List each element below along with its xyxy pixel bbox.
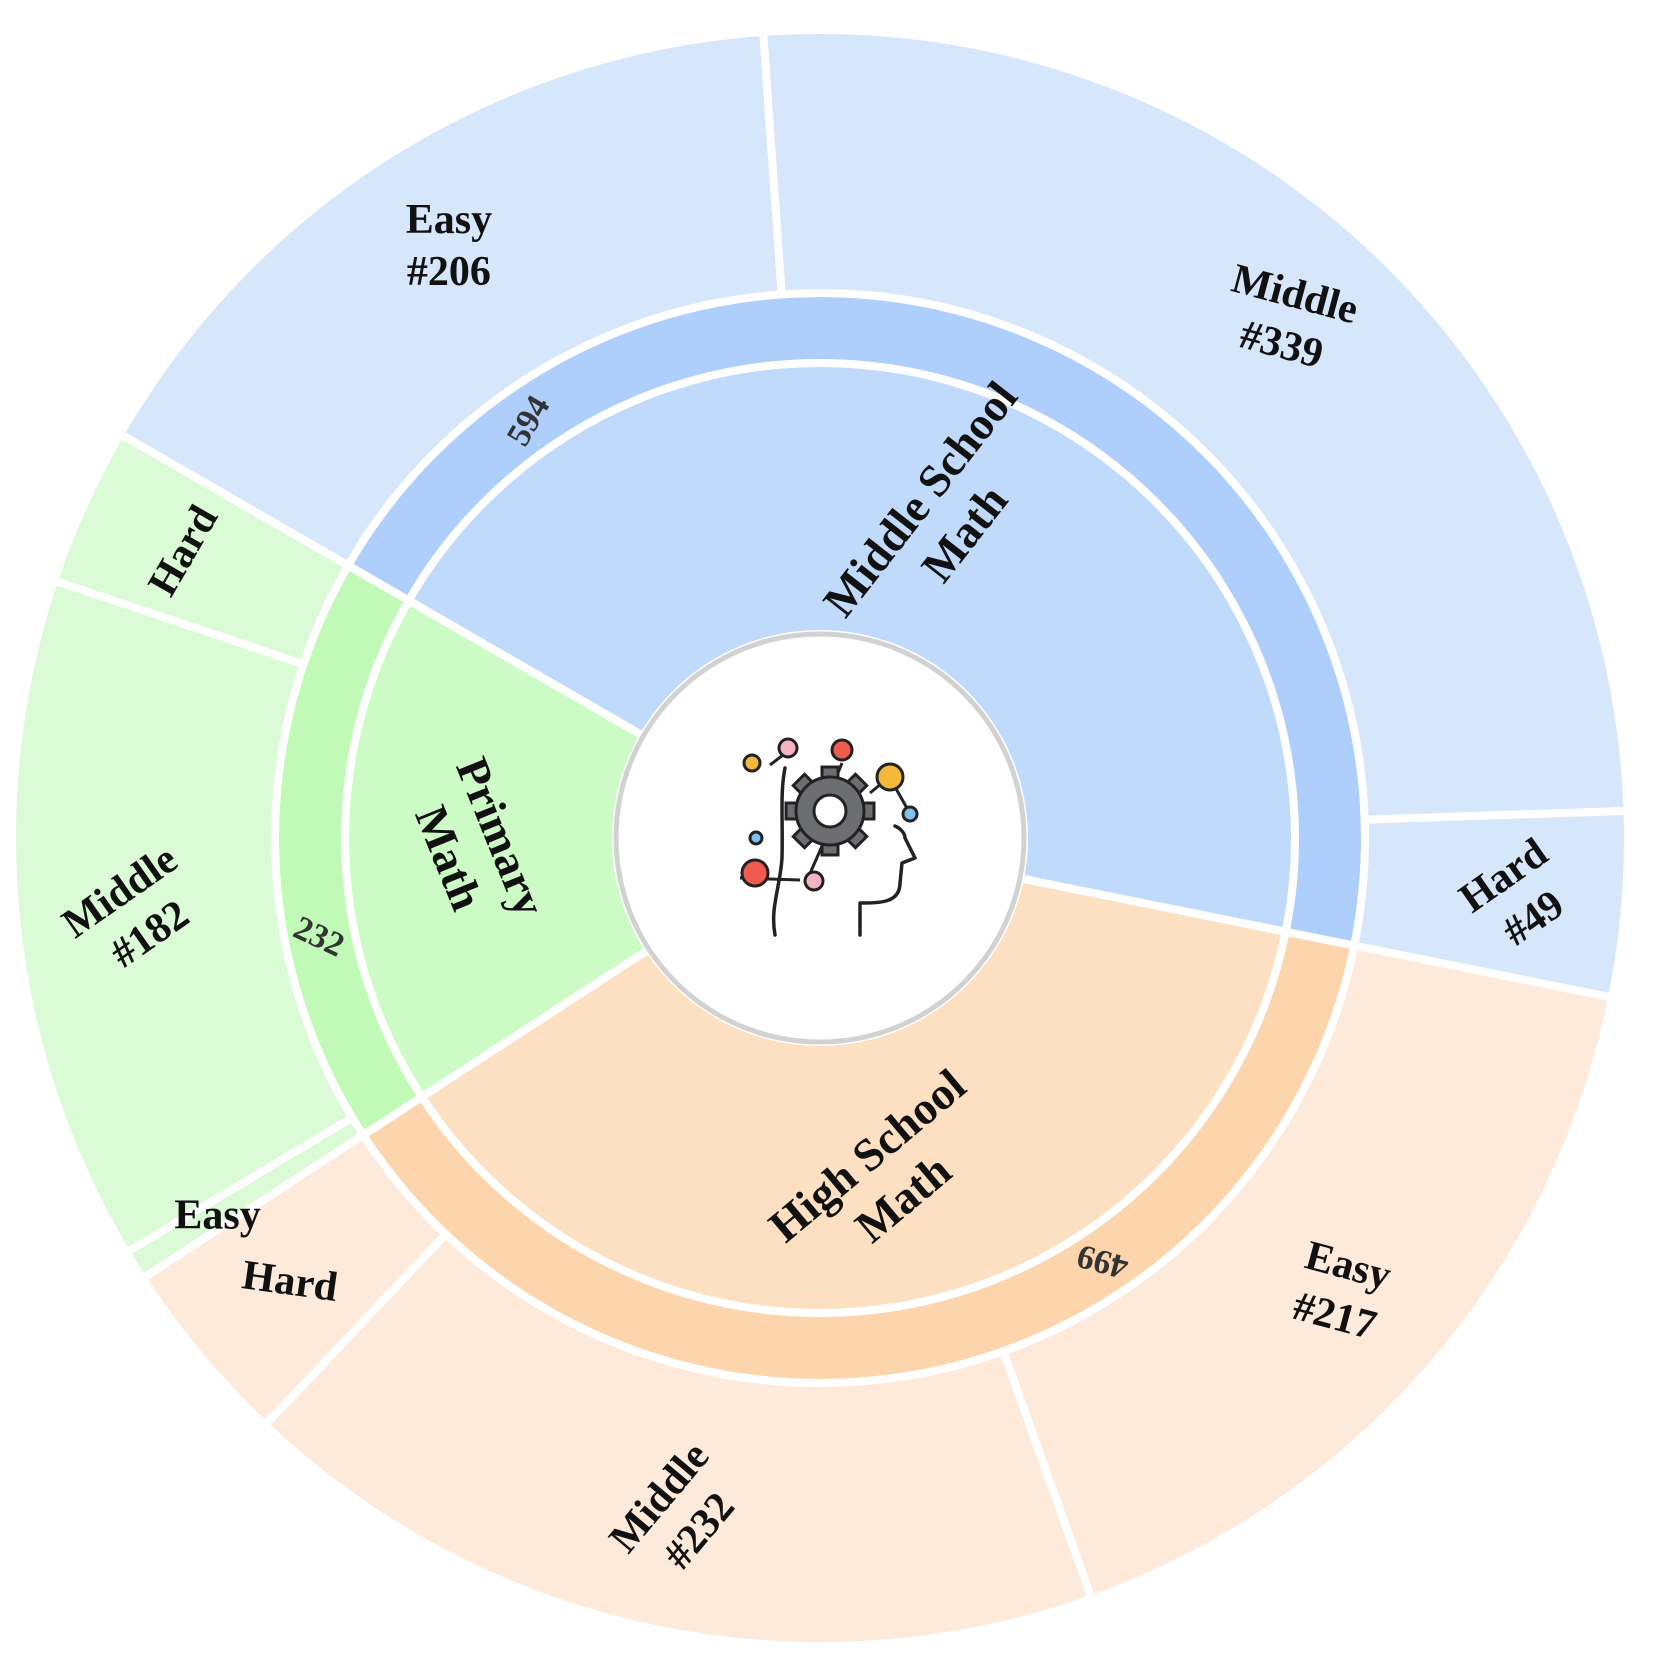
outer-label-primary-math-easy: Easy [174,1192,260,1238]
outer-high-school-math-easy [999,941,1617,1603]
brain-gear-icon [739,737,919,937]
outer-middle-school-math-middle [759,26,1632,824]
outer-middle-school-math-easy [116,27,786,570]
outer-high-school-math-middle [261,1230,1096,1650]
outer-label-middle-school-math-easy: Easy #206 [406,197,492,295]
center-hub [613,631,1027,1045]
outer-primary-math-hard [50,430,353,669]
outer-primary-math-middle [8,576,357,1257]
